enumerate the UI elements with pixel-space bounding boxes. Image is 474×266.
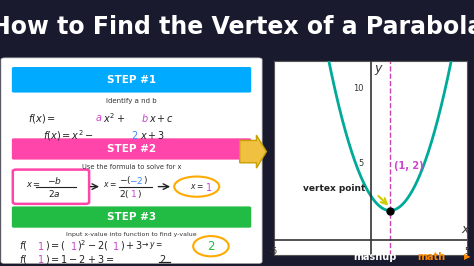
Text: STEP #1: STEP #1: [107, 75, 156, 85]
Text: $1$: $1$: [112, 240, 119, 252]
Text: $\rightarrow y =$: $\rightarrow y =$: [140, 240, 163, 251]
Text: $) = ($: $) = ($: [45, 239, 66, 252]
Text: x: x: [462, 223, 469, 236]
Text: $x + 3$: $x + 3$: [140, 129, 165, 141]
Text: $2$: $2$: [207, 240, 215, 253]
Text: Use the formula to solve for x: Use the formula to solve for x: [82, 164, 182, 170]
Text: $-($: $-($: [119, 174, 132, 186]
Text: $2a$: $2a$: [48, 188, 61, 199]
Text: $) = 1 - 2 + 3 = $: $) = 1 - 2 + 3 = $: [45, 253, 114, 266]
Text: $2($: $2($: [119, 188, 130, 200]
Text: 5: 5: [465, 247, 470, 256]
Text: $f($: $f($: [19, 253, 27, 266]
Text: $)^2 - 2($: $)^2 - 2($: [77, 238, 109, 253]
Text: $f(x) = $: $f(x) = $: [28, 112, 56, 124]
FancyBboxPatch shape: [13, 170, 89, 204]
Text: $1$: $1$: [37, 253, 44, 265]
Text: $2$: $2$: [131, 129, 138, 141]
Text: math: math: [417, 252, 445, 262]
Text: vertex point: vertex point: [303, 184, 365, 193]
Text: $-b$: $-b$: [47, 175, 62, 186]
FancyBboxPatch shape: [1, 58, 262, 263]
Text: Identify a nd b: Identify a nd b: [107, 98, 157, 104]
Text: $x + c$: $x + c$: [149, 113, 174, 124]
Text: 10: 10: [354, 84, 364, 93]
Text: $b$: $b$: [141, 112, 149, 124]
Text: $x^2 +$: $x^2 +$: [103, 111, 126, 125]
Text: $1$: $1$: [37, 240, 44, 252]
FancyBboxPatch shape: [12, 67, 251, 93]
FancyBboxPatch shape: [12, 138, 251, 160]
Text: STEP #2: STEP #2: [107, 144, 156, 154]
Text: $2$: $2$: [159, 253, 166, 265]
Text: $x =$: $x =$: [26, 180, 41, 189]
Text: How to Find the Vertex of a Parabola: How to Find the Vertex of a Parabola: [0, 15, 474, 39]
Text: $)$: $)$: [143, 174, 148, 186]
Text: ▶: ▶: [464, 252, 471, 261]
Text: y: y: [374, 62, 382, 75]
Text: $1$: $1$: [70, 240, 77, 252]
FancyBboxPatch shape: [12, 206, 251, 228]
Text: $-2$: $-2$: [129, 175, 144, 186]
Text: mashup: mashup: [353, 252, 397, 262]
Text: $) + 3$: $) + 3$: [120, 239, 143, 252]
Text: $1$: $1$: [130, 188, 137, 199]
Text: (1, 2): (1, 2): [394, 161, 423, 171]
Ellipse shape: [193, 236, 228, 256]
Text: Input x-value into function to find y-value: Input x-value into function to find y-va…: [66, 232, 197, 236]
Text: $a$: $a$: [95, 113, 102, 123]
Text: $x =$: $x =$: [190, 182, 203, 191]
Ellipse shape: [174, 177, 219, 197]
Text: $f(x) = x^2 -$: $f(x) = x^2 -$: [43, 128, 93, 143]
FancyArrow shape: [240, 135, 266, 168]
Text: -5: -5: [270, 247, 278, 256]
Text: $)$: $)$: [137, 188, 142, 200]
Text: $1$: $1$: [205, 181, 212, 193]
Text: STEP #3: STEP #3: [107, 212, 156, 222]
Text: 5: 5: [359, 159, 364, 168]
Text: $x =$: $x =$: [103, 180, 117, 189]
Text: $f($: $f($: [19, 239, 27, 252]
